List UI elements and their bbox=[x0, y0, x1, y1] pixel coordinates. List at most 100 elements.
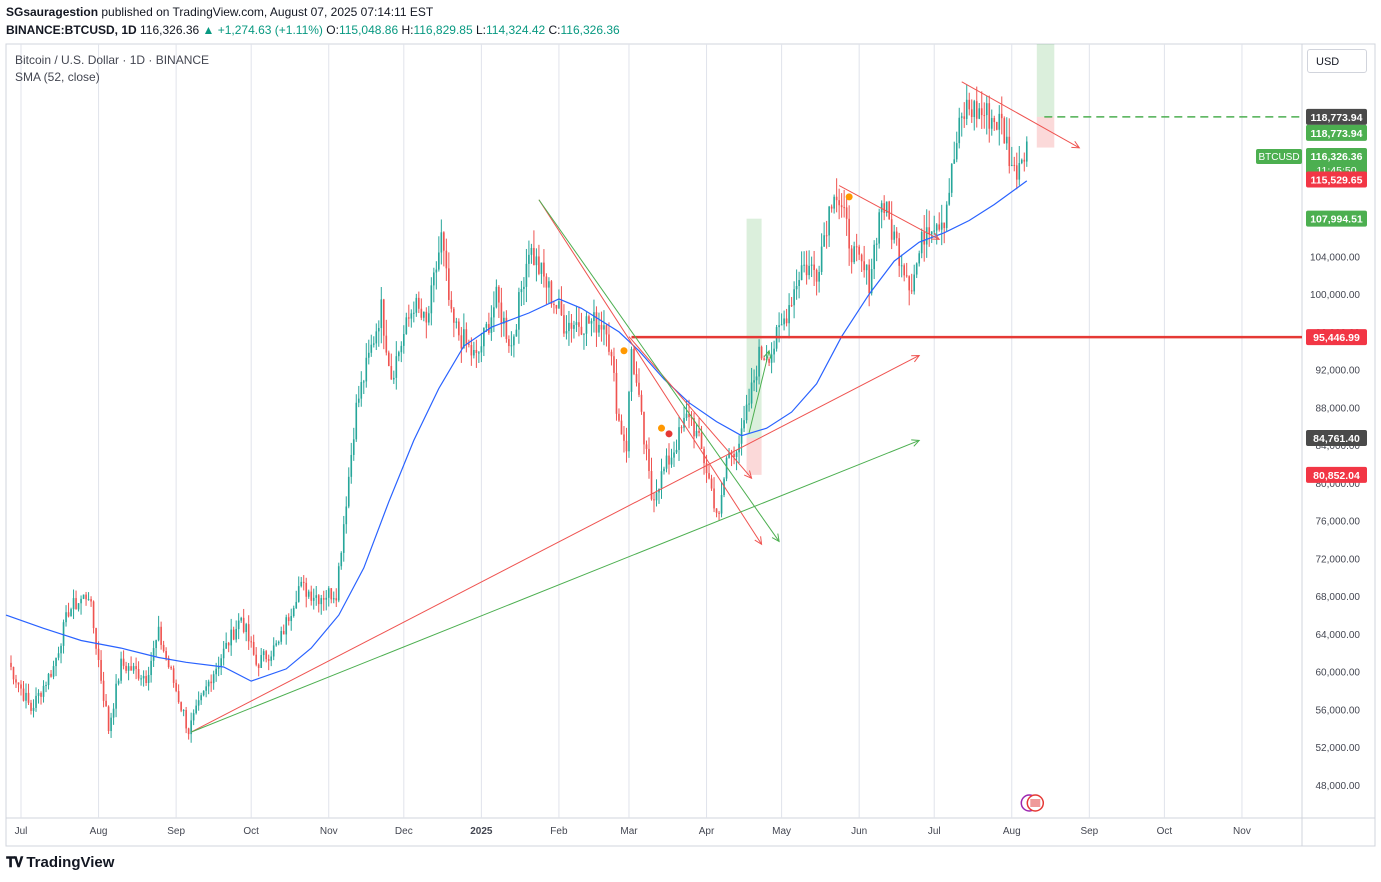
candle-body bbox=[440, 232, 443, 253]
price-label-text: 118,773.94 bbox=[1311, 128, 1363, 140]
candle-body bbox=[633, 349, 635, 375]
candle-body bbox=[290, 616, 293, 622]
candle-body bbox=[107, 706, 110, 732]
candle-body bbox=[970, 109, 973, 118]
candle-body bbox=[718, 512, 720, 514]
candle-body bbox=[117, 680, 120, 684]
candle-body bbox=[950, 163, 953, 193]
candle-body bbox=[130, 666, 132, 671]
green-trendline-arrow bbox=[763, 349, 772, 359]
candle-body bbox=[252, 641, 255, 655]
candle-body bbox=[97, 648, 100, 660]
candle-body bbox=[768, 358, 770, 363]
candle-body bbox=[217, 666, 220, 669]
candle-body bbox=[805, 264, 808, 276]
candle-body bbox=[665, 455, 668, 469]
y-tick-label: 104,000.00 bbox=[1310, 252, 1360, 263]
currency-selector[interactable]: USD bbox=[1307, 49, 1367, 73]
candle-body bbox=[390, 366, 393, 380]
candle-body bbox=[448, 268, 450, 300]
candle-body bbox=[297, 586, 300, 602]
tv-logo-icon: 𝐓𝐕 bbox=[6, 854, 23, 870]
candle-body bbox=[305, 582, 308, 597]
candle-body bbox=[498, 286, 500, 303]
x-tick-label: May bbox=[772, 826, 791, 837]
sma-line bbox=[5, 180, 1028, 682]
candle-body bbox=[615, 372, 618, 414]
candle-body bbox=[375, 331, 378, 344]
red-trendline-arrow bbox=[1071, 140, 1081, 149]
candle-body bbox=[37, 692, 40, 696]
candle-body bbox=[257, 664, 260, 668]
candle-body bbox=[985, 103, 988, 116]
price-label-bg bbox=[1306, 329, 1367, 346]
candle-body bbox=[255, 654, 258, 665]
sma-legend[interactable]: SMA (52, close) bbox=[15, 70, 100, 84]
candle-body bbox=[443, 232, 445, 251]
x-tick-label: Mar bbox=[620, 826, 638, 837]
candle-body bbox=[1023, 159, 1026, 162]
price-label-dark: 118,773.94 bbox=[1306, 108, 1367, 125]
candle-body bbox=[250, 641, 253, 643]
candle-body bbox=[215, 668, 217, 675]
x-tick-label: Aug bbox=[90, 826, 108, 837]
red-trendline-arrow bbox=[931, 232, 941, 240]
candle-body bbox=[885, 201, 888, 214]
candle-body bbox=[875, 243, 878, 245]
candle-body bbox=[625, 440, 628, 452]
candle-body bbox=[608, 334, 610, 352]
candle-body bbox=[963, 116, 966, 119]
candle-body bbox=[870, 269, 873, 294]
candle-body bbox=[905, 275, 908, 277]
candle-body bbox=[900, 265, 903, 267]
candle-body bbox=[863, 261, 865, 271]
candle-body bbox=[30, 702, 32, 711]
candle-body bbox=[785, 318, 788, 324]
price-label-bg bbox=[1306, 210, 1367, 227]
candle-body bbox=[267, 659, 270, 661]
candle-body bbox=[890, 219, 893, 240]
candle-body bbox=[918, 253, 921, 264]
candle-body bbox=[508, 339, 510, 347]
candle-body bbox=[853, 246, 855, 263]
candle-body bbox=[930, 231, 933, 235]
candle-body bbox=[778, 325, 780, 328]
candle-body bbox=[165, 651, 167, 659]
open-value: 115,048.86 bbox=[338, 23, 399, 37]
candle-body bbox=[50, 673, 52, 677]
author-name[interactable]: SGsauragestion bbox=[6, 5, 99, 19]
candle-body bbox=[372, 343, 375, 345]
position-stop-zone bbox=[746, 437, 762, 475]
candle-body bbox=[590, 321, 593, 324]
candle-body bbox=[903, 265, 906, 276]
candle-body bbox=[913, 274, 916, 292]
candle-body bbox=[570, 322, 573, 329]
brand-name: TradingView bbox=[26, 854, 115, 871]
candle-body bbox=[1005, 136, 1008, 144]
candle-body bbox=[755, 376, 758, 381]
symbol-name[interactable]: BINANCE:BTCUSD, 1D bbox=[6, 23, 137, 37]
candle-body bbox=[840, 205, 843, 208]
candle-body bbox=[843, 207, 845, 209]
candle-body bbox=[430, 285, 433, 314]
x-tick-label: Aug bbox=[1003, 826, 1021, 837]
candle-body bbox=[478, 352, 480, 354]
candle-body bbox=[728, 452, 730, 458]
candle-body bbox=[180, 702, 182, 711]
candle-body bbox=[1008, 136, 1011, 167]
candle-body bbox=[140, 678, 142, 680]
candle-body bbox=[715, 508, 718, 513]
candle-body bbox=[630, 349, 633, 392]
candle-body bbox=[455, 321, 458, 323]
candle-body bbox=[230, 629, 232, 646]
candle-body bbox=[573, 324, 575, 329]
candle-body bbox=[147, 675, 150, 683]
candle-body bbox=[162, 644, 165, 652]
candle-body bbox=[820, 246, 823, 272]
candle-body bbox=[460, 335, 463, 349]
candle-body bbox=[965, 99, 968, 119]
candle-body bbox=[585, 316, 588, 334]
candle-body bbox=[340, 552, 343, 567]
position-target-zone bbox=[746, 218, 762, 438]
